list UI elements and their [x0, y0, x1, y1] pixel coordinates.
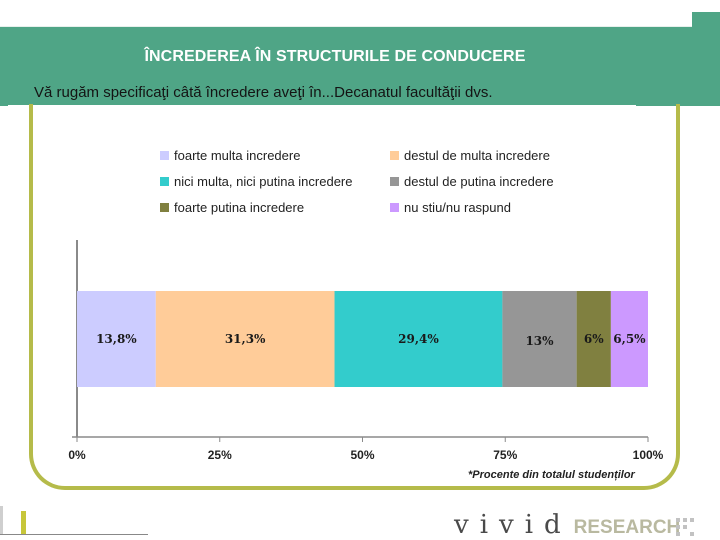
legend-item: foarte putina incredere: [160, 198, 304, 216]
chart-frame: [29, 104, 680, 490]
legend-item: foarte multa incredere: [160, 146, 300, 164]
chart-footnote: *Procente din totalul studenților: [468, 469, 635, 481]
footer-corner-mark: [0, 506, 3, 534]
legend-swatch: [160, 202, 169, 212]
bar-segment: [502, 291, 577, 387]
legend-swatch: [390, 202, 399, 212]
legend-swatch: [160, 176, 169, 186]
footer-divider: [0, 534, 148, 535]
bar-data-label: 31,3%: [225, 332, 266, 346]
legend-label: nici multa, nici putina incredere: [174, 173, 353, 189]
brand-name: vivid: [454, 510, 572, 540]
header-banner: ÎNCREDEREA ÎN STRUCTURILE DE CONDUCERE V…: [0, 12, 720, 108]
bar-segment: [77, 291, 156, 387]
legend-item: nici multa, nici putina incredere: [160, 172, 352, 190]
legend-item: destul de multa incredere: [390, 146, 550, 164]
subtitle-underline: [8, 105, 636, 108]
legend-label: foarte multa incredere: [174, 147, 301, 163]
chart-legend: foarte multa incredere destul de multa in…: [160, 146, 600, 222]
bar-data-label: 13%: [525, 334, 554, 348]
x-tick-label: 75%: [493, 448, 517, 462]
legend-label: foarte putina incredere: [174, 199, 305, 215]
legend-swatch: [390, 150, 399, 160]
bar-segment: [576, 291, 611, 387]
x-tick-label: 50%: [350, 448, 374, 462]
legend-label: destul de putina incredere: [404, 173, 554, 189]
brand-logo: vivid RESEARCH: [454, 510, 680, 540]
bar-data-label: 6,5%: [613, 332, 646, 346]
header-top-strip: [0, 12, 692, 27]
legend-swatch: [160, 150, 169, 160]
legend-item: nu stiu/nu raspund: [390, 198, 511, 216]
legend-label: nu stiu/nu raspund: [404, 199, 511, 215]
legend-item: destul de putina incredere: [390, 172, 554, 190]
brand-suffix: RESEARCH: [573, 517, 681, 538]
page-title: ÎNCREDEREA ÎN STRUCTURILE DE CONDUCERE: [144, 48, 526, 65]
bar-segment: [610, 291, 648, 387]
bar-data-label: 13,8%: [96, 332, 137, 346]
footer-accent-bar: [21, 511, 26, 535]
legend-swatch: [390, 176, 399, 186]
x-tick-label: 100%: [633, 448, 664, 462]
x-tick-label: 0%: [68, 448, 86, 462]
bar-data-label: 29,4%: [398, 332, 439, 346]
x-tick-label: 25%: [208, 448, 232, 462]
question-text: Vă rugăm specificaţi câtă încredere aveţ…: [34, 84, 493, 101]
bar-data-label: 6%: [584, 332, 604, 346]
legend-label: destul de multa incredere: [404, 147, 550, 163]
bar-segment: [155, 291, 335, 387]
brand-dots-icon: [676, 518, 694, 536]
bar-segment: [334, 291, 503, 387]
